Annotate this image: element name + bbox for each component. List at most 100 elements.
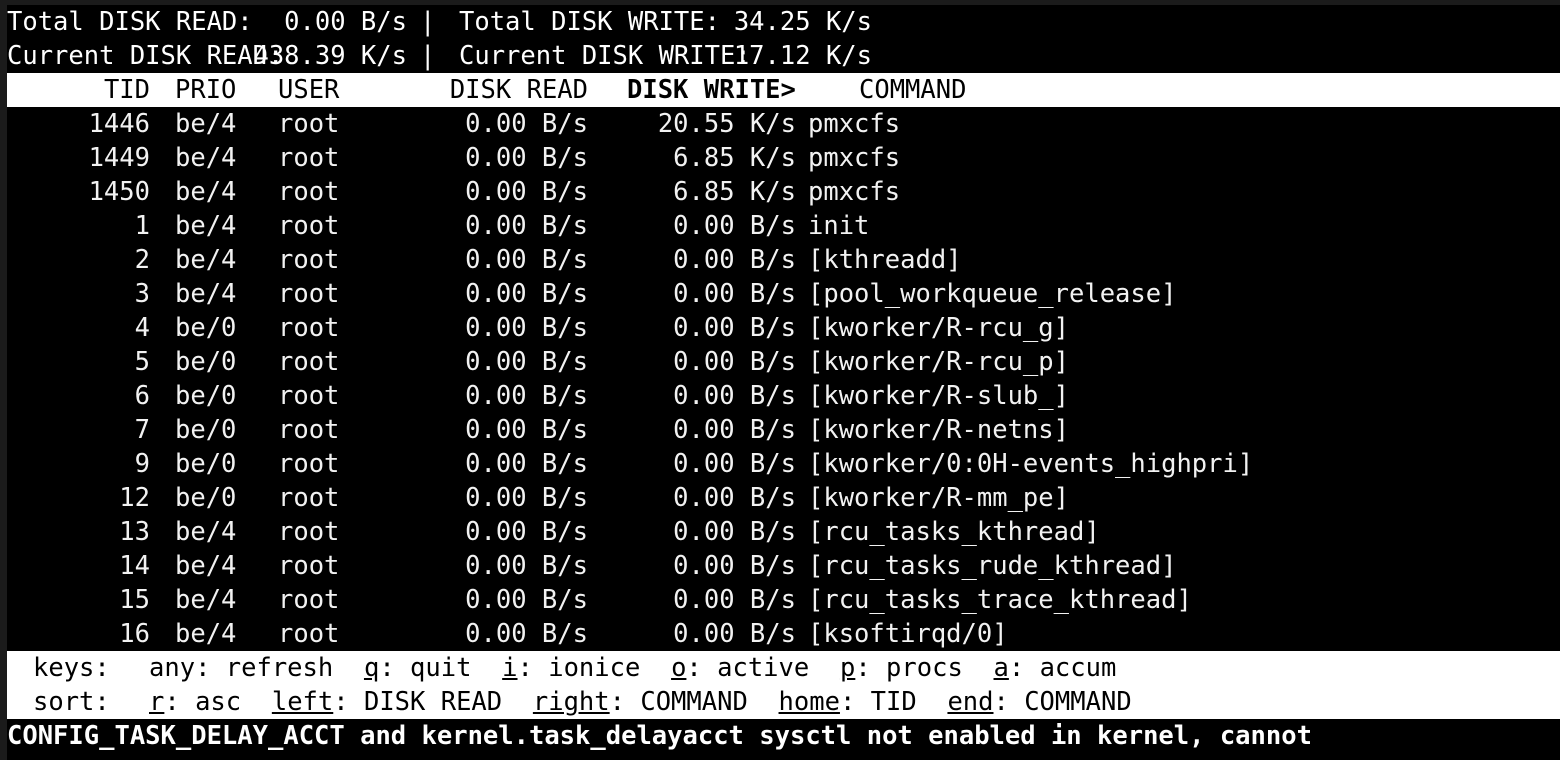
footer-key-q[interactable]: q: quit — [364, 653, 471, 683]
cell-disk-write: 0.00 B/s — [673, 313, 796, 343]
footer-gap — [471, 653, 502, 683]
footer-key-i[interactable]: i: ionice — [502, 653, 640, 683]
cell-disk-write: 0.00 B/s — [673, 245, 796, 275]
cell-user: root — [278, 143, 340, 173]
cell-command: pmxcfs — [808, 177, 901, 207]
footer-key-name: any — [149, 653, 196, 683]
footer-key-a[interactable]: a: accum — [994, 653, 1117, 683]
cell-user: root — [278, 109, 340, 139]
table-row[interactable]: 14 be/4 root 0.00 B/s 0.00 B/s [rcu_tasks_rud… — [7, 549, 1560, 583]
footer-sort-row: sort: r: asc left: DISK READ right: COMM… — [7, 685, 1560, 719]
summary-separator-1: | — [420, 7, 436, 37]
table-row[interactable]: 3 be/4 root 0.00 B/s 0.00 B/s [pool_workqueue… — [7, 277, 1560, 311]
table-row[interactable]: 9 be/0 root 0.00 B/s 0.00 B/s [kworker/0:0H-e… — [7, 447, 1560, 481]
cell-user: root — [278, 585, 340, 615]
footer-key-action: : procs — [855, 653, 963, 683]
cell-tid: 1446 — [88, 109, 150, 139]
footer-key-name: p — [839, 653, 856, 683]
cell-prio: be/0 — [175, 449, 237, 479]
cell-command: [kthreadd] — [808, 245, 962, 275]
table-row[interactable]: 1 be/4 root 0.00 B/s 0.00 B/s init — [7, 209, 1560, 243]
cell-prio: be/4 — [175, 245, 237, 275]
cell-tid: 12 — [119, 483, 150, 513]
cell-user: root — [278, 483, 340, 513]
footer-key-action: : active — [686, 653, 810, 683]
cell-disk-read: 0.00 B/s — [465, 313, 588, 343]
footer-key-name: home — [778, 687, 840, 717]
cell-tid: 15 — [119, 585, 150, 615]
footer-keys-list[interactable]: any: refresh q: quit i: ionice o: active… — [149, 651, 1116, 685]
footer-key-home[interactable]: home: TID — [779, 687, 917, 717]
cell-disk-read: 0.00 B/s — [465, 177, 588, 207]
cell-command: [kworker/R-mm_pe] — [808, 483, 1069, 513]
cell-disk-write: 0.00 B/s — [673, 279, 796, 309]
footer-key-right[interactable]: right: COMMAND — [533, 687, 748, 717]
table-row[interactable]: 1449 be/4 root 0.00 B/s 6.85 K/s pmxcfs — [7, 141, 1560, 175]
footer-key-o[interactable]: o: active — [671, 653, 809, 683]
cell-tid: 9 — [134, 449, 150, 479]
table-row[interactable]: 1450 be/4 root 0.00 B/s 6.85 K/s pmxcfs — [7, 175, 1560, 209]
column-header-command[interactable]: COMMAND — [859, 75, 967, 105]
terminal-screen[interactable]: Total DISK READ: 0.00 B/s | Total DISK W… — [7, 5, 1560, 760]
cell-prio: be/4 — [175, 177, 237, 207]
status-message-row: CONFIG_TASK_DELAY_ACCT and kernel.task_d… — [7, 719, 1560, 753]
cell-command: [kworker/R-netns] — [808, 415, 1069, 445]
summary-separator-2: | — [420, 41, 436, 71]
footer-key-any[interactable]: any: refresh — [149, 653, 333, 683]
cell-command: [rcu_tasks_trace_kthread] — [808, 585, 1192, 615]
footer-key-name: r — [149, 687, 165, 717]
footer-key-name: q — [363, 653, 380, 683]
cell-disk-read: 0.00 B/s — [465, 551, 588, 581]
footer-gap — [502, 687, 533, 717]
table-row[interactable]: 15 be/4 root 0.00 B/s 0.00 B/s [rcu_tasks_tra… — [7, 583, 1560, 617]
cell-prio: be/4 — [175, 109, 237, 139]
cell-tid: 7 — [134, 415, 150, 445]
cell-tid: 3 — [134, 279, 150, 309]
cell-user: root — [278, 619, 340, 649]
cell-user: root — [278, 177, 340, 207]
cell-tid: 1449 — [88, 143, 150, 173]
cell-prio: be/4 — [175, 517, 237, 547]
column-header-tid[interactable]: TID — [103, 75, 150, 105]
cell-prio: be/0 — [175, 347, 237, 377]
footer-key-left[interactable]: left: DISK READ — [272, 687, 502, 717]
footer-key-name: left — [271, 687, 334, 717]
cell-command: pmxcfs — [808, 109, 901, 139]
cell-user: root — [278, 245, 340, 275]
cell-prio: be/0 — [175, 483, 237, 513]
table-row[interactable]: 12 be/0 root 0.00 B/s 0.00 B/s [kworker/R-mm_… — [7, 481, 1560, 515]
table-row[interactable]: 6 be/0 root 0.00 B/s 0.00 B/s [kworker/R-slub… — [7, 379, 1560, 413]
column-header-user[interactable]: USER — [278, 75, 340, 105]
summary-row-current: Current DISK READ: 438.39 K/s | Current … — [7, 39, 1560, 73]
footer-gap — [640, 653, 671, 683]
table-row[interactable]: 16 be/4 root 0.00 B/s 0.00 B/s [ksoftirqd/0] — [7, 617, 1560, 651]
cell-prio: be/4 — [175, 551, 237, 581]
column-header-prio[interactable]: PRIO — [175, 75, 237, 105]
current-write-value: 17.12 K/s — [733, 41, 872, 71]
column-header-disk-read[interactable]: DISK READ — [449, 75, 588, 105]
footer-key-end[interactable]: end: COMMAND — [947, 687, 1131, 717]
cell-tid: 4 — [134, 313, 150, 343]
cell-disk-read: 0.00 B/s — [465, 483, 588, 513]
column-header-disk-write[interactable]: DISK WRITE> — [627, 75, 796, 105]
table-row[interactable]: 1446 be/4 root 0.00 B/s 20.55 K/s pmxcfs — [7, 107, 1560, 141]
summary-row-total: Total DISK READ: 0.00 B/s | Total DISK W… — [7, 5, 1560, 39]
footer-key-p[interactable]: p: procs — [840, 653, 963, 683]
total-read-label: Total DISK READ: — [7, 7, 253, 37]
table-row[interactable]: 5 be/0 root 0.00 B/s 0.00 B/s [kworker/R-rcu_… — [7, 345, 1560, 379]
cell-command: [kworker/0:0H-events_highpri] — [808, 449, 1254, 479]
process-list[interactable]: 1446 be/4 root 0.00 B/s 20.55 K/s pmxcfs 1449 b… — [7, 107, 1560, 651]
footer-sort-list[interactable]: r: asc left: DISK READ right: COMMAND ho… — [149, 685, 1132, 719]
cell-tid: 5 — [134, 347, 150, 377]
total-write-value: 34.25 K/s — [733, 7, 872, 37]
table-row[interactable]: 13 be/4 root 0.00 B/s 0.00 B/s [rcu_tasks_kth… — [7, 515, 1560, 549]
cell-disk-write: 20.55 K/s — [657, 109, 796, 139]
current-read-label: Current DISK READ: — [7, 41, 284, 71]
footer-key-r[interactable]: r: asc — [149, 687, 241, 717]
table-row[interactable]: 2 be/4 root 0.00 B/s 0.00 B/s [kthreadd] — [7, 243, 1560, 277]
table-row[interactable]: 4 be/0 root 0.00 B/s 0.00 B/s [kworker/R-rcu_… — [7, 311, 1560, 345]
footer-key-action: : COMMAND — [609, 687, 748, 717]
table-row[interactable]: 7 be/0 root 0.00 B/s 0.00 B/s [kworker/R-netn… — [7, 413, 1560, 447]
footer-key-action: : quit — [379, 653, 472, 683]
